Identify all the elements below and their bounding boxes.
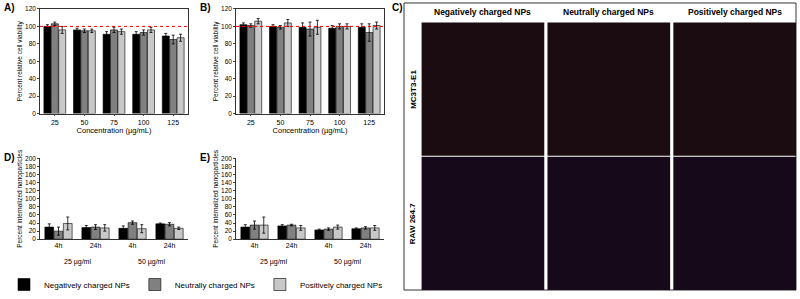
svg-text:80: 80	[29, 203, 37, 210]
svg-text:180: 180	[221, 163, 232, 170]
svg-text:50 µg/ml: 50 µg/ml	[138, 258, 165, 266]
svg-text:4h: 4h	[129, 242, 137, 249]
svg-text:140: 140	[25, 179, 36, 186]
svg-text:75: 75	[110, 119, 118, 126]
svg-text:20: 20	[225, 227, 233, 234]
svg-text:20: 20	[225, 92, 233, 99]
svg-text:60: 60	[225, 211, 233, 218]
svg-text:Negatively charged NPs: Negatively charged NPs	[44, 281, 130, 290]
svg-text:50: 50	[81, 119, 89, 126]
svg-text:0: 0	[32, 110, 36, 117]
svg-text:160: 160	[221, 171, 232, 178]
svg-text:C): C)	[392, 2, 403, 13]
svg-text:100: 100	[25, 195, 36, 202]
svg-text:MC3T3-E1: MC3T3-E1	[409, 70, 418, 109]
svg-text:125: 125	[167, 119, 179, 126]
svg-text:20: 20	[29, 92, 37, 99]
svg-text:0: 0	[32, 235, 36, 242]
svg-text:Concentration (µg/mL): Concentration (µg/mL)	[273, 126, 348, 135]
svg-text:0: 0	[228, 235, 232, 242]
svg-text:60: 60	[29, 58, 37, 65]
svg-text:D): D)	[4, 152, 15, 163]
svg-text:25 µg/ml: 25 µg/ml	[64, 258, 91, 266]
svg-text:120: 120	[25, 187, 36, 194]
svg-text:120: 120	[221, 5, 232, 12]
svg-text:Positively charged NPs: Positively charged NPs	[300, 281, 382, 290]
svg-text:40: 40	[29, 219, 37, 226]
svg-text:75: 75	[306, 119, 314, 126]
svg-text:RAW 264.7: RAW 264.7	[408, 203, 417, 244]
svg-text:80: 80	[225, 40, 233, 47]
svg-text:100: 100	[221, 195, 232, 202]
svg-text:100: 100	[25, 23, 36, 30]
svg-text:25 µg/ml: 25 µg/ml	[260, 258, 287, 266]
svg-text:200: 200	[221, 155, 232, 162]
svg-text:24h: 24h	[360, 242, 372, 249]
svg-text:50: 50	[277, 119, 285, 126]
svg-text:4h: 4h	[325, 242, 333, 249]
svg-text:Neutrally charged NPs: Neutrally charged NPs	[563, 7, 654, 17]
svg-text:180: 180	[25, 163, 36, 170]
svg-text:120: 120	[25, 5, 36, 12]
svg-text:Neutrally charged NPs: Neutrally charged NPs	[175, 281, 255, 290]
svg-text:60: 60	[225, 58, 233, 65]
svg-text:100: 100	[334, 119, 346, 126]
svg-text:Percent relative cell viabilit: Percent relative cell viability	[212, 21, 220, 102]
svg-text:25: 25	[51, 119, 59, 126]
svg-text:Percent internalized nanoparti: Percent internalized nanoparticles	[16, 149, 24, 248]
svg-text:100: 100	[221, 23, 232, 30]
svg-text:24h: 24h	[164, 242, 176, 249]
svg-text:A): A)	[4, 2, 15, 13]
svg-text:80: 80	[225, 203, 233, 210]
svg-text:125: 125	[363, 119, 375, 126]
svg-text:140: 140	[221, 179, 232, 186]
svg-text:40: 40	[29, 75, 37, 82]
svg-text:40: 40	[225, 219, 233, 226]
svg-text:160: 160	[25, 171, 36, 178]
svg-text:E): E)	[200, 152, 210, 163]
svg-text:60: 60	[29, 211, 37, 218]
svg-text:80: 80	[29, 40, 37, 47]
svg-text:24h: 24h	[286, 242, 298, 249]
svg-text:50 µg/ml: 50 µg/ml	[334, 258, 361, 266]
svg-text:4h: 4h	[55, 242, 63, 249]
svg-text:120: 120	[221, 187, 232, 194]
svg-text:Percent internalized nanoparti: Percent internalized nanoparticles	[212, 149, 220, 248]
svg-text:Positively charged NPs: Positively charged NPs	[688, 7, 782, 17]
svg-text:200: 200	[25, 155, 36, 162]
svg-text:Negatively charged NPs: Negatively charged NPs	[434, 7, 531, 17]
svg-text:25: 25	[247, 119, 255, 126]
svg-text:24h: 24h	[90, 242, 102, 249]
svg-text:40: 40	[225, 75, 233, 82]
svg-text:B): B)	[200, 2, 211, 13]
svg-text:0: 0	[228, 110, 232, 117]
svg-text:Percent relative cell viabilit: Percent relative cell viability	[16, 21, 24, 102]
svg-text:4h: 4h	[251, 242, 259, 249]
svg-text:Concentration (µg/mL): Concentration (µg/mL)	[77, 126, 152, 135]
svg-text:100: 100	[138, 119, 150, 126]
svg-text:20: 20	[29, 227, 37, 234]
